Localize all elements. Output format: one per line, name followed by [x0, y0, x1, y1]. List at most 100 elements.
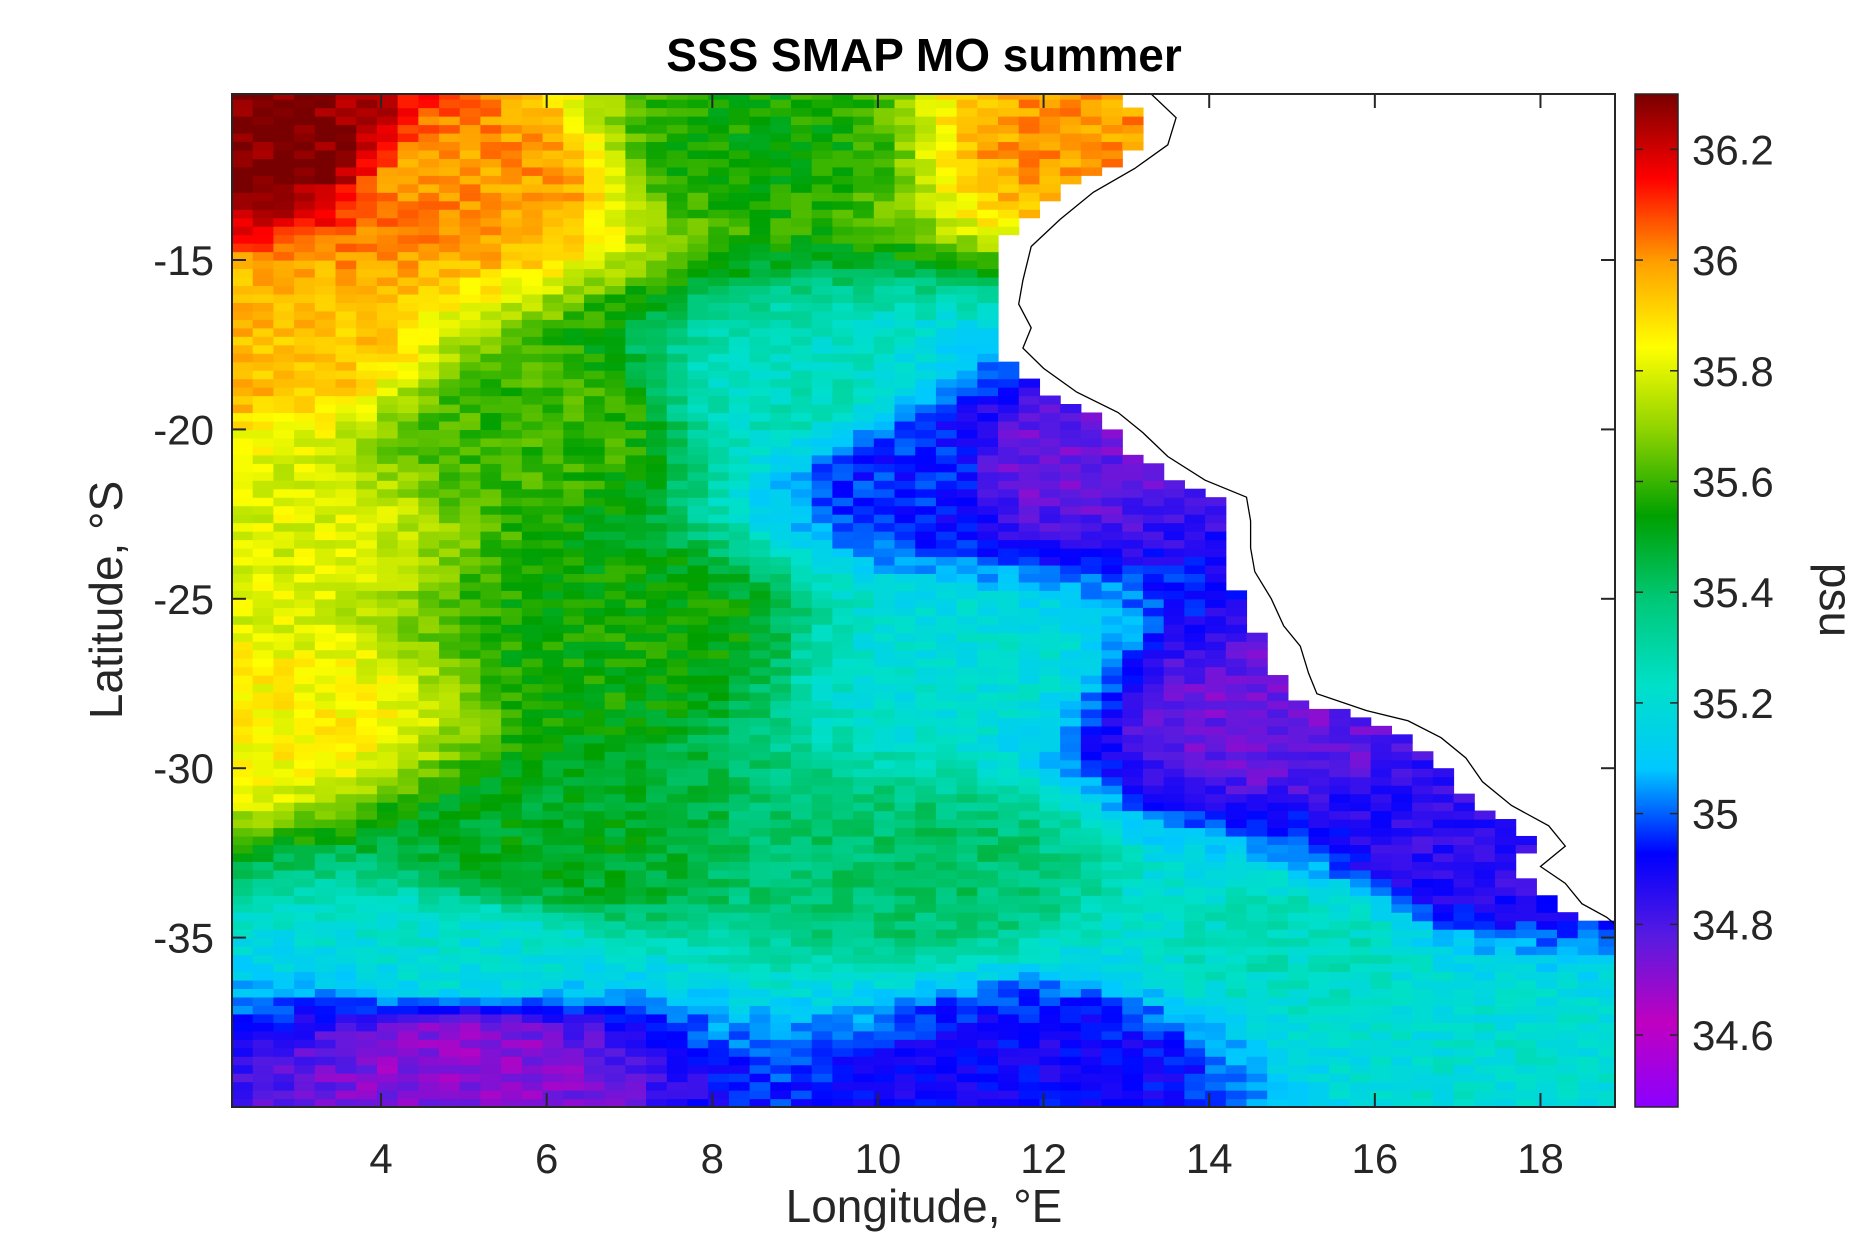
- heatmap-cell: [728, 844, 751, 854]
- heatmap-cell: [770, 480, 792, 490]
- heatmap-cell: [439, 607, 461, 617]
- heatmap-cell: [791, 802, 813, 812]
- heatmap-cell: [1474, 869, 1496, 879]
- heatmap-cell: [1205, 1022, 1227, 1032]
- heatmap-cell: [1122, 903, 1144, 913]
- heatmap-cell: [1349, 1098, 1372, 1107]
- heatmap-cell: [708, 581, 730, 591]
- heatmap-cell: [563, 912, 585, 922]
- heatmap-cell: [376, 1013, 399, 1023]
- heatmap-cell: [583, 996, 606, 1006]
- heatmap-cell: [708, 776, 730, 786]
- heatmap-cell: [521, 624, 544, 634]
- heatmap-cell: [542, 971, 564, 981]
- heatmap-cell: [232, 573, 254, 583]
- heatmap-cell: [1142, 658, 1165, 668]
- heatmap-cell: [1329, 1056, 1351, 1066]
- heatmap-cell: [1453, 835, 1475, 846]
- heatmap-cell: [1018, 683, 1041, 693]
- heatmap-cell: [1246, 1005, 1268, 1015]
- heatmap-cell: [232, 844, 254, 854]
- heatmap-cell: [1080, 488, 1103, 498]
- heatmap-cell: [915, 387, 937, 397]
- heatmap-cell: [1494, 1081, 1517, 1091]
- heatmap-cell: [252, 1081, 274, 1091]
- heatmap-cell: [935, 1090, 958, 1100]
- heatmap-cell: [1225, 996, 1248, 1006]
- heatmap-cell: [687, 691, 709, 702]
- heatmap-cell: [853, 979, 875, 990]
- heatmap-cell: [583, 903, 606, 913]
- heatmap-cell: [563, 802, 585, 812]
- heatmap-cell: [853, 819, 875, 829]
- heatmap-cell: [397, 835, 419, 846]
- heatmap-cell: [273, 632, 295, 642]
- heatmap-cell: [480, 361, 502, 371]
- heatmap-cell: [583, 353, 606, 363]
- heatmap-cell: [604, 793, 626, 803]
- heatmap-cell: [1370, 912, 1392, 922]
- heatmap-cell: [439, 395, 461, 405]
- heatmap-cell: [273, 353, 295, 363]
- heatmap-cell: [1349, 878, 1372, 888]
- heatmap-cell: [314, 827, 337, 837]
- heatmap-cell: [915, 624, 937, 634]
- heatmap-cell: [542, 353, 564, 363]
- heatmap-cell: [294, 827, 316, 837]
- heatmap-cell: [811, 1073, 833, 1083]
- heatmap-cell: [853, 861, 875, 871]
- heatmap-cell: [811, 420, 833, 431]
- heatmap-cell: [873, 387, 896, 397]
- heatmap-cell: [1287, 861, 1310, 871]
- heatmap-cell: [459, 1064, 482, 1074]
- heatmap-cell: [1018, 514, 1041, 524]
- heatmap-cell: [356, 1090, 378, 1100]
- heatmap-cell: [728, 725, 751, 735]
- heatmap-cell: [376, 564, 399, 574]
- heatmap-cell: [894, 725, 916, 735]
- heatmap-cell: [418, 378, 440, 388]
- heatmap-cell: [583, 1081, 606, 1091]
- heatmap-cell: [770, 564, 792, 574]
- heatmap-cell: [770, 751, 792, 761]
- heatmap-cell: [956, 1098, 978, 1107]
- heatmap-cell: [1142, 852, 1165, 862]
- heatmap-cell: [294, 691, 316, 702]
- heatmap-cell: [1474, 835, 1496, 846]
- heatmap-cell: [583, 641, 606, 651]
- heatmap-cell: [1412, 751, 1434, 761]
- heatmap-cell: [335, 675, 357, 685]
- heatmap-cell: [542, 531, 564, 541]
- heatmap-cell: [1515, 929, 1537, 939]
- heatmap-cell: [1142, 759, 1165, 769]
- heatmap-cell: [1184, 776, 1206, 786]
- heatmap-cell: [294, 666, 316, 676]
- heatmap-cell: [314, 446, 337, 456]
- heatmap-cell: [873, 776, 896, 786]
- heatmap-cell: [232, 675, 254, 685]
- heatmap-cell: [873, 632, 896, 642]
- heatmap-cell: [252, 649, 274, 659]
- heatmap-cell: [1246, 658, 1268, 668]
- heatmap-cell: [1018, 869, 1041, 879]
- heatmap-cell: [232, 649, 254, 659]
- heatmap-cell: [1205, 963, 1227, 973]
- heatmap-cell: [1598, 920, 1615, 930]
- heatmap-cell: [811, 497, 833, 507]
- heatmap-cell: [232, 886, 254, 896]
- heatmap-cell: [232, 835, 254, 846]
- heatmap-cell: [480, 683, 502, 693]
- heatmap-cell: [1246, 810, 1268, 820]
- heatmap-cell: [501, 979, 523, 990]
- heatmap-cell: [853, 1098, 875, 1107]
- heatmap-cell: [397, 776, 419, 786]
- heatmap-cell: [646, 1030, 668, 1040]
- heatmap-cell: [1163, 861, 1185, 871]
- heatmap-cell: [335, 963, 357, 973]
- heatmap-cell: [1225, 725, 1248, 735]
- heatmap-cell: [1080, 1022, 1103, 1032]
- heatmap-cell: [1184, 700, 1206, 710]
- heatmap-cell: [1101, 505, 1123, 515]
- heatmap-cell: [356, 971, 378, 981]
- heatmap-cell: [625, 514, 647, 524]
